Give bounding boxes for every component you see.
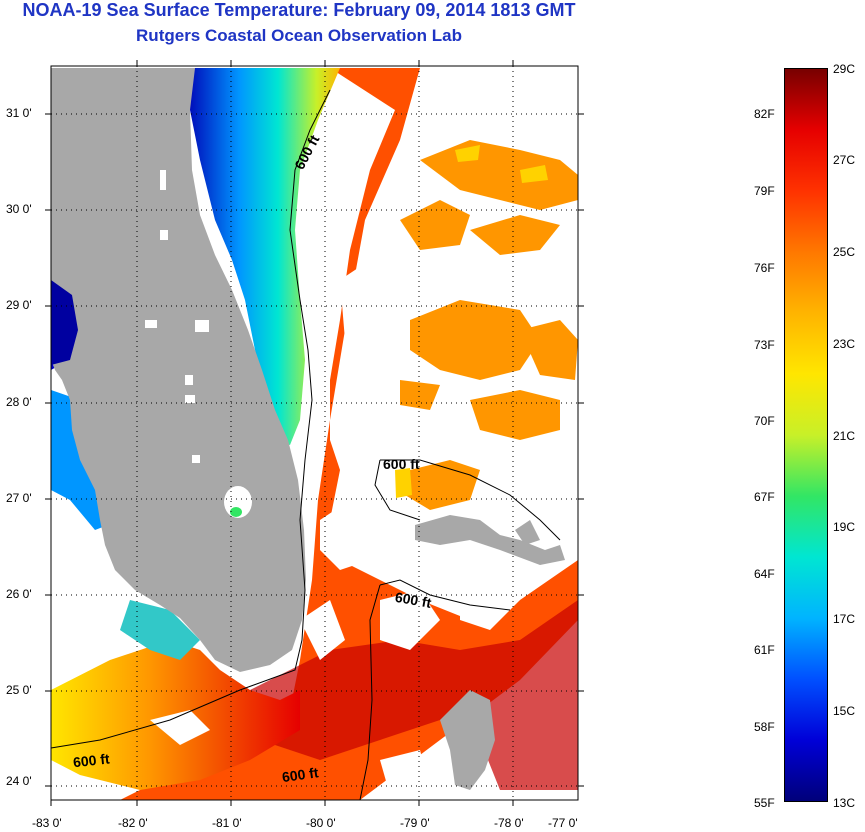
florida-bay-water [120, 600, 200, 660]
deep-red-water [250, 600, 578, 790]
lon-label: -83 0' [32, 816, 62, 830]
temperature-colorbar [784, 68, 828, 802]
florida-landmass [51, 68, 306, 672]
sst-map: 600 ft 600 ft 600 ft 600 ft 600 ft [45, 60, 584, 806]
colorbar-f-label: 55F [754, 796, 775, 810]
lon-label: -82 0' [118, 816, 148, 830]
contour-label: 600 ft [281, 764, 320, 785]
colorbar-c-label: 19C [833, 520, 856, 534]
colorbar-f-label: 82F [754, 107, 775, 121]
lat-label: 27 0' [6, 491, 32, 505]
contour-label: 600 ft [72, 750, 110, 770]
lat-label: 28 0' [6, 395, 32, 409]
depth-contours [50, 89, 561, 801]
colorbar-c-label: 15C [833, 704, 856, 718]
nearshore-water [185, 68, 340, 445]
offshore-yellow-patches [395, 145, 548, 498]
map-frame [50, 65, 579, 801]
offshore-patches [400, 140, 578, 510]
colorbar-f-label: 64F [754, 567, 775, 581]
colorbar-c-label: 27C [833, 153, 856, 167]
bahamas-land [415, 515, 565, 790]
map-title: NOAA-19 Sea Surface Temperature: Februar… [22, 0, 576, 20]
colorbar-c-label: 21C [833, 429, 856, 443]
lon-label: -79 0' [400, 816, 430, 830]
colorbar-f-label: 58F [754, 720, 775, 734]
lon-label: -78 0' [494, 816, 524, 830]
lat-label: 30 0' [6, 202, 32, 216]
colorbar-f-label: 67F [754, 490, 775, 504]
colorbar-f-label: 79F [754, 184, 775, 198]
axis-ticks [45, 60, 584, 806]
lat-label: 25 0' [6, 683, 32, 697]
map-subtitle: Rutgers Coastal Ocean Observation Lab [136, 26, 462, 45]
lon-label: -80 0' [306, 816, 336, 830]
colorbar-f-label: 70F [754, 414, 775, 428]
inland-lakes [145, 170, 209, 463]
lat-label: 29 0' [6, 298, 32, 312]
contour-label: 600 ft [394, 589, 433, 611]
lat-label: 24 0' [6, 774, 32, 788]
colorbar-c-label: 23C [833, 337, 856, 351]
colorbar-c-label: 13C [833, 796, 856, 810]
lat-label: 31 0' [6, 106, 32, 120]
colorbar-c-label: 29C [833, 62, 856, 76]
cloud-overlays [150, 260, 520, 795]
colorbar-c-label: 25C [833, 245, 856, 259]
colorbar-c-label: 17C [833, 612, 856, 626]
colorbar-f-label: 73F [754, 338, 775, 352]
contour-label: 600 ft [383, 456, 420, 472]
lon-label: -81 0' [212, 816, 242, 830]
colorbar-f-label: 76F [754, 261, 775, 275]
colorbar-f-label: 61F [754, 643, 775, 657]
lat-label: 26 0' [6, 587, 32, 601]
lon-label: -77 0' [548, 816, 578, 830]
big-bend-water [51, 280, 78, 365]
